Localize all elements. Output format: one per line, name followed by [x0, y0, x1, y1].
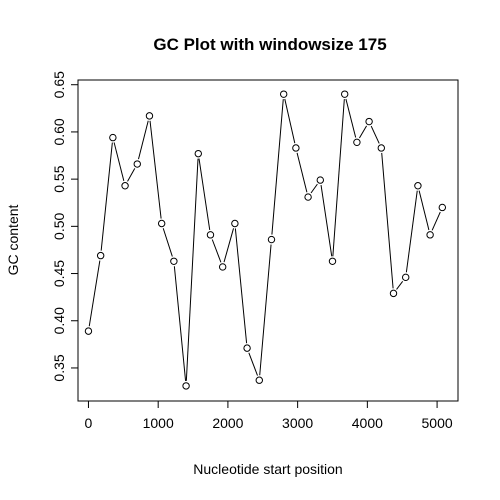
- series-segment: [127, 168, 136, 182]
- series-segment: [248, 352, 258, 376]
- data-point: [231, 219, 239, 228]
- series-segment: [405, 190, 418, 273]
- data-point: [353, 138, 361, 147]
- y-tick-label: 0.65: [51, 71, 67, 98]
- series-segment: [296, 152, 308, 193]
- data-point: [402, 273, 410, 282]
- x-tick-label: 1000: [143, 415, 174, 431]
- data-point: [206, 231, 215, 239]
- y-tick-label: 0.55: [51, 165, 67, 192]
- y-axis: 0.35 0.40 0.45 0.50 0.55 0.60 0.65: [51, 71, 79, 382]
- x-tick-label: 2000: [212, 415, 243, 431]
- series-segment: [359, 125, 367, 139]
- data-point: [243, 344, 251, 352]
- data-point: [328, 257, 337, 265]
- series-segment: [284, 98, 296, 144]
- x-axis-label: Nucleotide start position: [193, 461, 342, 477]
- data-point: [279, 90, 288, 98]
- data-point: [304, 193, 312, 201]
- series-segment: [211, 239, 222, 263]
- y-axis-label: GC content: [5, 204, 21, 275]
- data-point: [133, 160, 141, 168]
- data-point: [121, 182, 129, 190]
- data-point: [426, 231, 434, 239]
- series-segment: [138, 120, 149, 160]
- series-segment: [310, 183, 318, 194]
- data-point: [255, 376, 263, 384]
- data-point: [157, 219, 166, 228]
- y-tick-label: 0.60: [51, 118, 67, 145]
- data-point: [96, 251, 105, 260]
- series-segment: [381, 152, 394, 289]
- series-segment: [162, 228, 173, 257]
- data-point: [389, 289, 398, 298]
- series-segment: [234, 228, 248, 344]
- data-point: [414, 182, 422, 190]
- data-point: [267, 235, 276, 244]
- series-segment: [149, 120, 162, 219]
- series-segment: [259, 244, 272, 376]
- data-point: [438, 203, 447, 212]
- data-point: [218, 263, 227, 271]
- data-point: [292, 144, 300, 152]
- data-point: [377, 144, 386, 152]
- x-axis: 0 1000 2000 3000 4000 5000: [85, 400, 453, 431]
- series-segment: [223, 228, 235, 263]
- data-point: [109, 133, 117, 142]
- data-point: [182, 382, 190, 390]
- series-segment: [320, 184, 333, 257]
- data-point: [316, 176, 324, 184]
- data-point: [145, 112, 154, 120]
- series-segment: [345, 98, 357, 138]
- x-tick-label: 4000: [352, 415, 383, 431]
- chart-title: GC Plot with windowsize 175: [153, 35, 386, 54]
- series-segment: [332, 99, 345, 257]
- series-segment: [100, 142, 113, 251]
- y-tick-label: 0.50: [51, 213, 67, 240]
- series-segment: [370, 125, 380, 144]
- y-tick-label: 0.45: [51, 260, 67, 287]
- series-segment: [173, 266, 187, 381]
- series-segment: [198, 158, 211, 230]
- series-segment: [418, 190, 430, 231]
- data-point: [365, 117, 373, 126]
- series-segment: [396, 280, 404, 290]
- data-point: [194, 149, 202, 158]
- series-segment: [431, 211, 441, 231]
- y-tick-label: 0.35: [51, 354, 67, 381]
- series-segment: [185, 158, 199, 381]
- data-point: [84, 327, 93, 335]
- y-tick-label: 0.40: [51, 307, 67, 334]
- x-tick-label: 3000: [282, 415, 313, 431]
- data-point: [170, 257, 178, 265]
- series-segment: [271, 99, 284, 235]
- series-segment: [88, 260, 101, 327]
- x-tick-label: 5000: [422, 415, 453, 431]
- x-tick-label: 0: [85, 415, 93, 431]
- data-point: [340, 90, 349, 98]
- gc-series: [84, 90, 447, 390]
- series-segment: [113, 142, 125, 182]
